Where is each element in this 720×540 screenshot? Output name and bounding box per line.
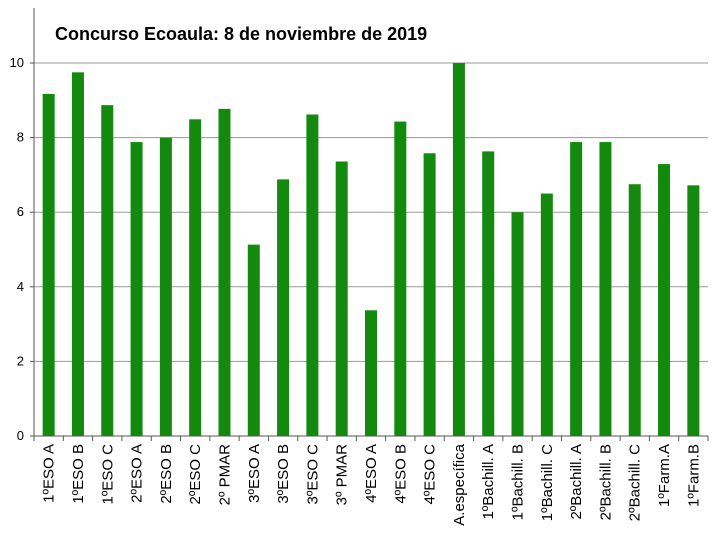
x-tick-label: 2ºESO C — [187, 444, 204, 505]
x-tick-label: 1ºESO B — [70, 444, 87, 504]
bar — [423, 153, 436, 437]
x-tick-label: 1ºFarm.B — [685, 444, 702, 507]
bar — [628, 184, 641, 436]
x-tick-label: 4ºESO B — [392, 444, 409, 504]
bar — [71, 72, 84, 436]
x-tick-label: A.específica — [451, 443, 468, 525]
bar — [159, 137, 172, 436]
bar — [658, 164, 671, 436]
x-tick-label: 2ºBachill. B — [597, 444, 614, 520]
x-tick-label: 1ºFarm.A — [656, 444, 673, 507]
bar — [189, 119, 202, 436]
bar — [247, 244, 260, 436]
x-tick-label: 1ºBachill. B — [510, 444, 527, 520]
bar — [511, 212, 524, 436]
bar — [482, 151, 495, 436]
x-tick-label: 4ºESO A — [363, 444, 380, 503]
x-tick-label: 2ºBachill. C — [627, 444, 644, 521]
bars — [42, 63, 700, 437]
bar — [101, 105, 114, 437]
x-axis-ticks: 1ºESO A 1ºESO B 1ºESO C 2ºESO A 2ºESO B 2ºESO… — [33, 436, 709, 526]
x-tick-label: 3ºESO A — [246, 444, 263, 503]
x-tick-label: 2ºESO A — [129, 444, 146, 503]
y-tick-label: 0 — [17, 428, 24, 443]
x-tick-label: 4ºESO C — [422, 444, 439, 505]
y-axis-ticks: 0 2 4 6 8 10 — [10, 55, 34, 443]
bar — [570, 142, 583, 437]
x-tick-label: 1ºESO C — [99, 444, 116, 505]
x-tick-label: 1ºBachill. A — [480, 444, 497, 520]
gridlines — [34, 62, 708, 362]
y-tick-label: 2 — [17, 353, 24, 368]
bar — [687, 185, 700, 436]
y-tick-label: 6 — [17, 204, 24, 219]
bar — [394, 121, 407, 436]
x-tick-label: 3ºESO C — [304, 444, 321, 505]
bar — [277, 179, 290, 436]
y-tick-label: 10 — [10, 55, 24, 70]
axes — [33, 8, 708, 437]
y-tick-label: 4 — [17, 279, 24, 294]
y-tick-label: 8 — [17, 130, 24, 145]
bar — [599, 142, 612, 437]
x-tick-label: 1ºESO A — [41, 444, 58, 503]
bar — [130, 142, 143, 437]
x-tick-label: 2º PMAR — [216, 444, 233, 505]
x-tick-label: 1ºBachill. C — [539, 444, 556, 521]
bar — [218, 108, 231, 436]
bar — [452, 63, 465, 436]
bar — [306, 114, 319, 436]
x-tick-label: 2ºESO B — [158, 444, 175, 504]
bar — [365, 310, 377, 436]
bar — [42, 93, 55, 437]
x-tick-label: 3º PMAR — [334, 444, 351, 505]
bar — [335, 161, 348, 437]
chart-title: Concurso Ecoaula: 8 de noviembre de 2019 — [55, 24, 427, 44]
x-tick-label: 2ºBachill. A — [568, 444, 585, 520]
bar — [540, 193, 553, 436]
x-tick-label: 3ºESO B — [275, 444, 292, 504]
